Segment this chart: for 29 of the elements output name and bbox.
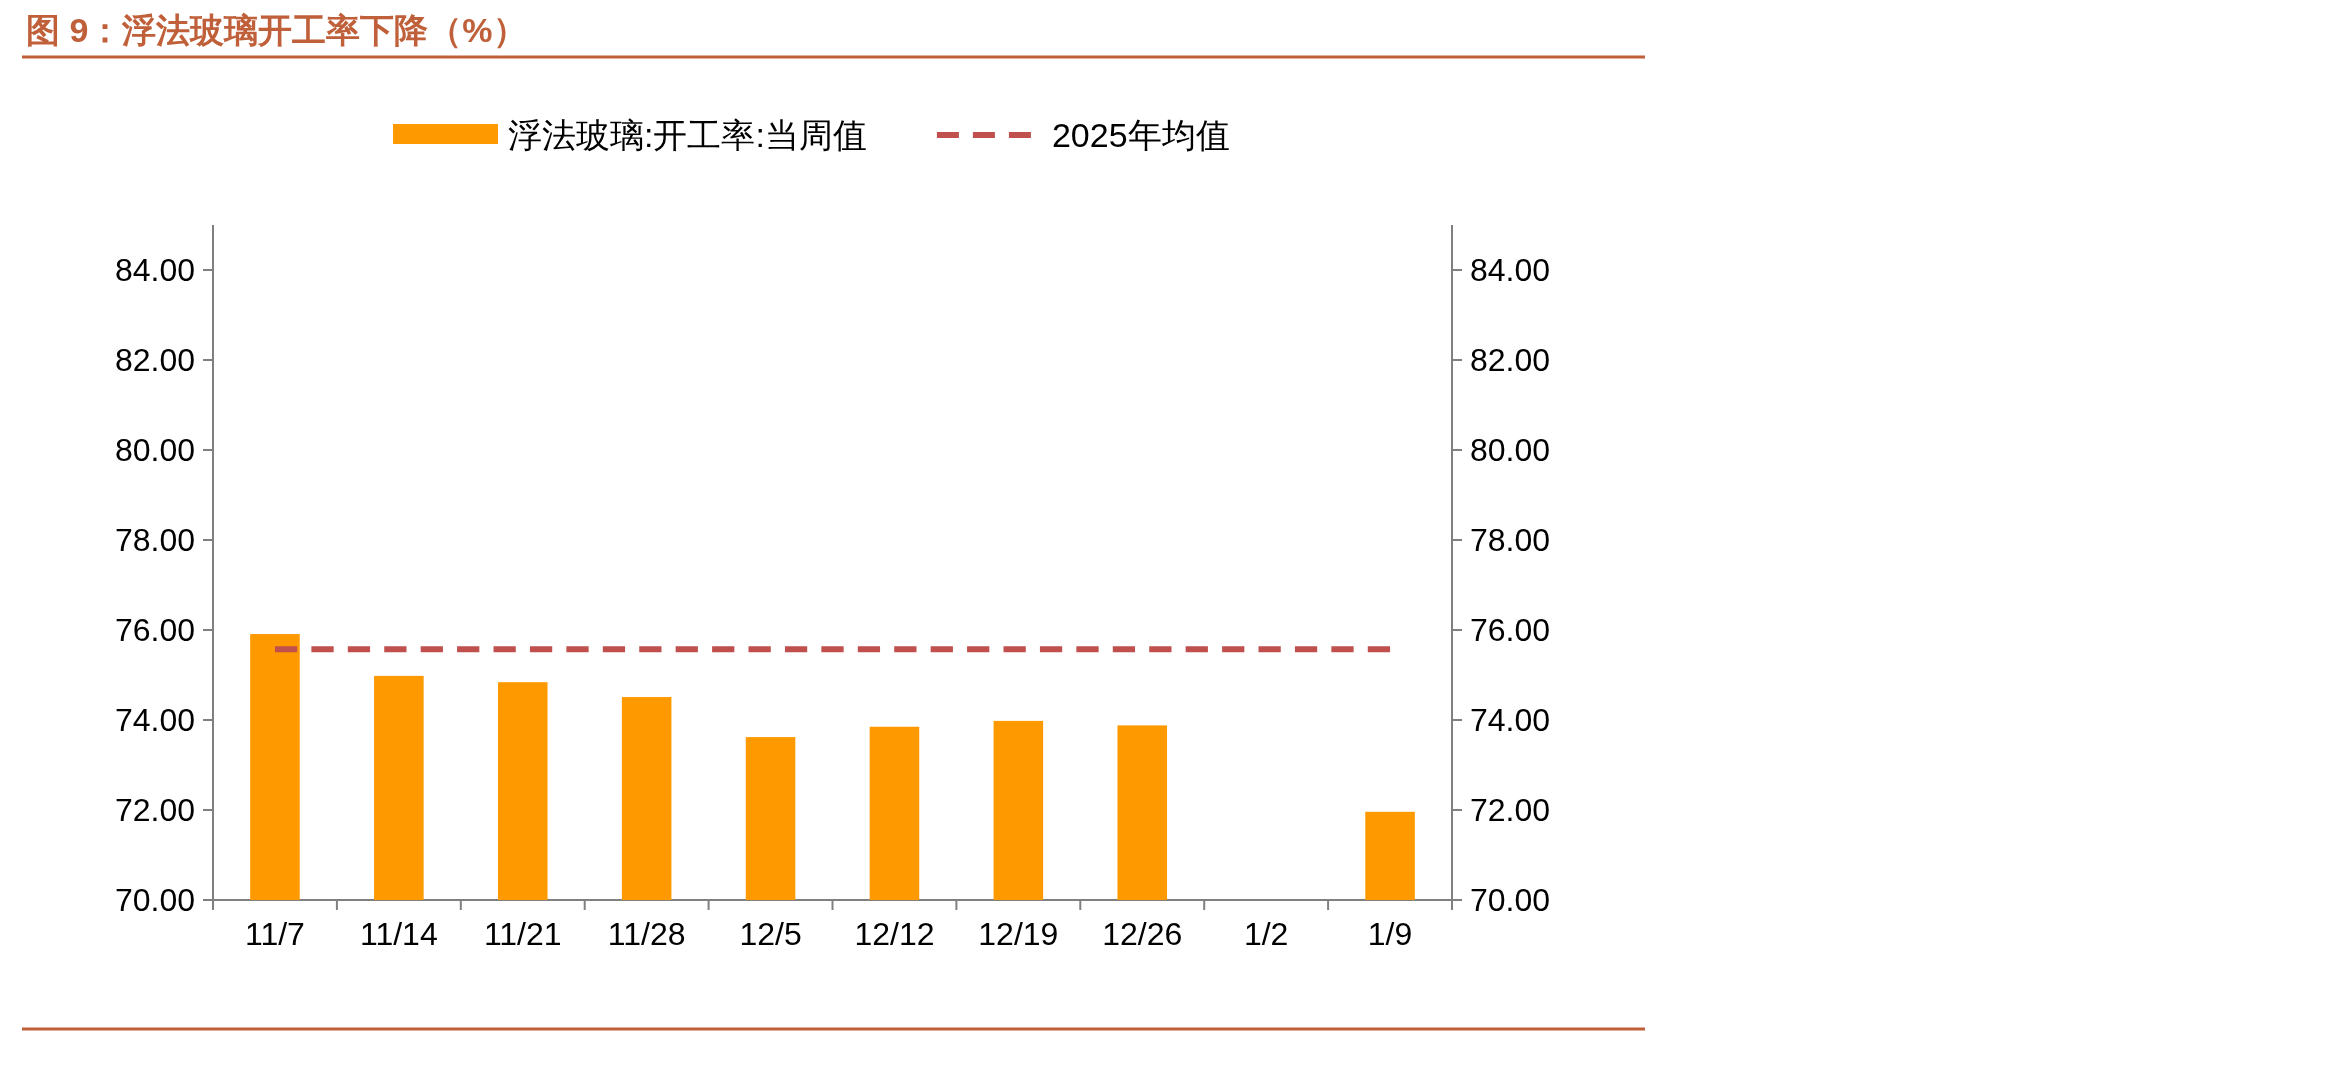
x-tick-label: 12/12 <box>854 916 935 952</box>
x-tick-label: 1/9 <box>1367 916 1413 952</box>
x-tick-label: 11/28 <box>607 916 686 952</box>
y-tick-label: 80.00 <box>114 432 195 468</box>
y2-tick-label: 72.00 <box>1470 792 1551 828</box>
y2-tick-label: 78.00 <box>1470 522 1551 558</box>
x-tick-label: 12/19 <box>978 916 1059 952</box>
y-tick-label: 76.00 <box>114 612 195 648</box>
legend-label: 2025年均值 <box>1051 116 1230 154</box>
x-tick-label: 11/21 <box>483 916 562 952</box>
y2-tick-label: 70.00 <box>1470 882 1551 918</box>
x-tick-label: 12/26 <box>1102 916 1183 952</box>
y-tick-label: 84.00 <box>114 252 195 288</box>
y-tick-label: 72.00 <box>114 792 195 828</box>
chart-title: 图 9：浮法玻璃开工率下降（%） <box>26 11 527 49</box>
y2-tick-label: 82.00 <box>1470 342 1551 378</box>
x-tick-label: 12/5 <box>739 916 802 952</box>
legend-label: 浮法玻璃:开工率:当周值 <box>508 116 867 154</box>
y2-tick-label: 76.00 <box>1470 612 1551 648</box>
y-tick-label: 70.00 <box>114 882 195 918</box>
y-tick-label: 82.00 <box>114 342 195 378</box>
y2-tick-label: 84.00 <box>1470 252 1551 288</box>
x-tick-label: 1/2 <box>1243 916 1289 952</box>
x-tick-label: 11/7 <box>245 916 305 952</box>
y-tick-label: 74.00 <box>114 702 195 738</box>
y-tick-label: 78.00 <box>114 522 195 558</box>
x-tick-label: 11/14 <box>360 916 438 952</box>
y2-tick-label: 80.00 <box>1470 432 1551 468</box>
y2-tick-label: 74.00 <box>1470 702 1551 738</box>
